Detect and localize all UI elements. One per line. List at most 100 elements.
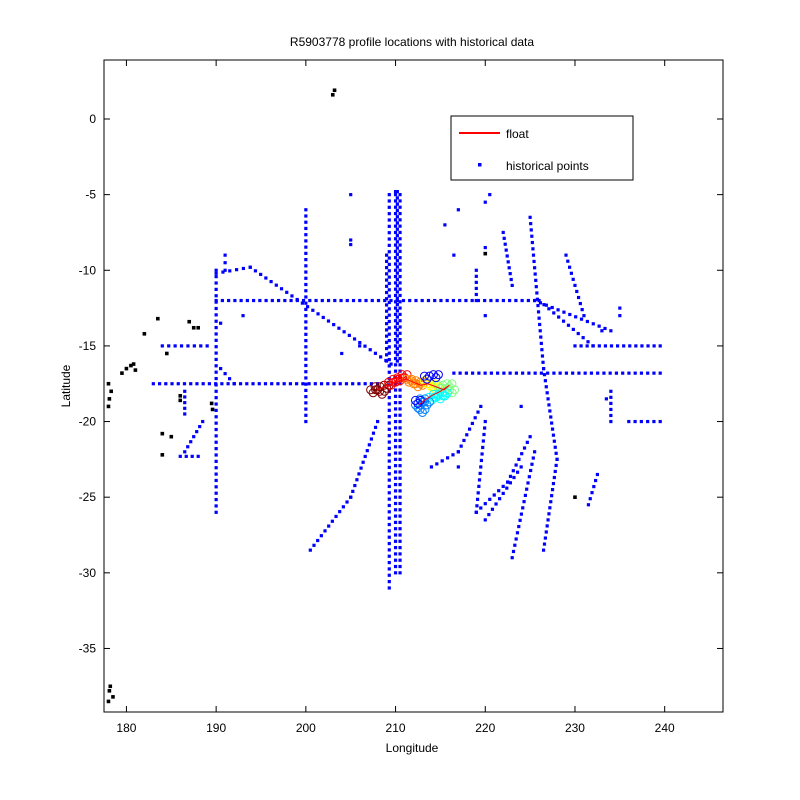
historical-point [609, 329, 613, 333]
historical-point [395, 215, 399, 219]
historical-point [319, 382, 324, 386]
historical-point [538, 322, 542, 327]
historical-point [214, 376, 218, 381]
historical-point [393, 262, 398, 266]
black-point [156, 316, 160, 321]
historical-point [341, 505, 345, 509]
historical-point [604, 397, 608, 401]
historical-point [376, 298, 381, 303]
historical-point [387, 281, 391, 286]
historical-point [301, 298, 306, 303]
historical-point [594, 478, 598, 483]
historical-point [301, 382, 305, 386]
x-tick-label: 190 [206, 721, 226, 735]
historical-point [488, 193, 492, 197]
historical-point [395, 202, 399, 206]
historical-point [192, 344, 196, 348]
float-track-line [377, 378, 450, 406]
historical-point [387, 370, 391, 374]
historical-point [530, 234, 534, 238]
historical-point [214, 275, 218, 279]
historical-point [304, 270, 308, 274]
historical-point [554, 463, 558, 468]
historical-point [393, 489, 398, 493]
historical-point [398, 300, 402, 304]
historical-point [357, 382, 361, 386]
historical-point [384, 284, 389, 288]
historical-point [214, 402, 218, 406]
historical-point [304, 413, 308, 417]
historical-point [387, 294, 391, 298]
historical-point [395, 309, 399, 313]
historical-point [539, 371, 544, 375]
historical-point [214, 345, 218, 349]
historical-point [339, 298, 343, 303]
historical-point [504, 248, 508, 252]
black-point [164, 351, 169, 356]
historical-point [529, 468, 533, 473]
historical-point [492, 493, 496, 497]
historical-point [393, 300, 398, 304]
historical-point [597, 324, 601, 328]
historical-point [214, 357, 218, 362]
historical-point [395, 284, 399, 288]
historical-point [253, 269, 258, 273]
historical-point [178, 454, 182, 458]
historical-point [395, 208, 399, 213]
historical-point [205, 344, 209, 348]
historical-point [398, 230, 402, 235]
historical-point [304, 332, 308, 336]
historical-point [540, 354, 545, 358]
historical-point [398, 205, 402, 209]
historical-point [557, 315, 561, 319]
historical-point [367, 443, 371, 447]
historical-point [508, 272, 512, 276]
historical-point [160, 344, 164, 348]
historical-point [518, 518, 522, 522]
historical-point [393, 451, 398, 455]
historical-point [521, 506, 525, 510]
historical-point [633, 419, 637, 424]
black-point [187, 319, 192, 324]
historical-point [531, 456, 535, 460]
historical-point [507, 266, 511, 270]
historical-point [398, 249, 402, 253]
float-profile-circle [431, 373, 441, 383]
historical-point [300, 301, 304, 305]
historical-point [290, 294, 294, 298]
historical-point [537, 316, 541, 320]
historical-point [387, 224, 391, 228]
historical-point [307, 382, 311, 386]
historical-point [398, 520, 402, 525]
historical-point [239, 298, 243, 303]
historical-point [622, 344, 626, 348]
historical-point [387, 262, 391, 267]
historical-point [157, 382, 162, 386]
historical-point [345, 298, 349, 303]
historical-point [479, 458, 484, 463]
historical-point [393, 363, 398, 367]
y-tick-label: -10 [79, 263, 97, 277]
historical-point [395, 340, 399, 344]
historical-point [220, 298, 224, 303]
historical-point [398, 350, 402, 354]
historical-point [368, 348, 372, 352]
historical-point [534, 278, 538, 282]
historical-point [347, 333, 351, 337]
historical-point [214, 396, 218, 400]
historical-point [552, 439, 556, 443]
historical-point [387, 396, 391, 400]
historical-point [214, 300, 218, 304]
historical-point [592, 484, 596, 489]
historical-point [398, 495, 402, 499]
historical-point [183, 389, 187, 393]
historical-point [527, 475, 531, 479]
float-profile-circle [422, 400, 432, 410]
historical-point [316, 538, 320, 543]
historical-point [393, 546, 398, 550]
historical-point [393, 312, 398, 316]
historical-point [201, 382, 205, 386]
historical-point [541, 360, 545, 364]
historical-point [494, 502, 498, 506]
historical-point [546, 371, 550, 375]
